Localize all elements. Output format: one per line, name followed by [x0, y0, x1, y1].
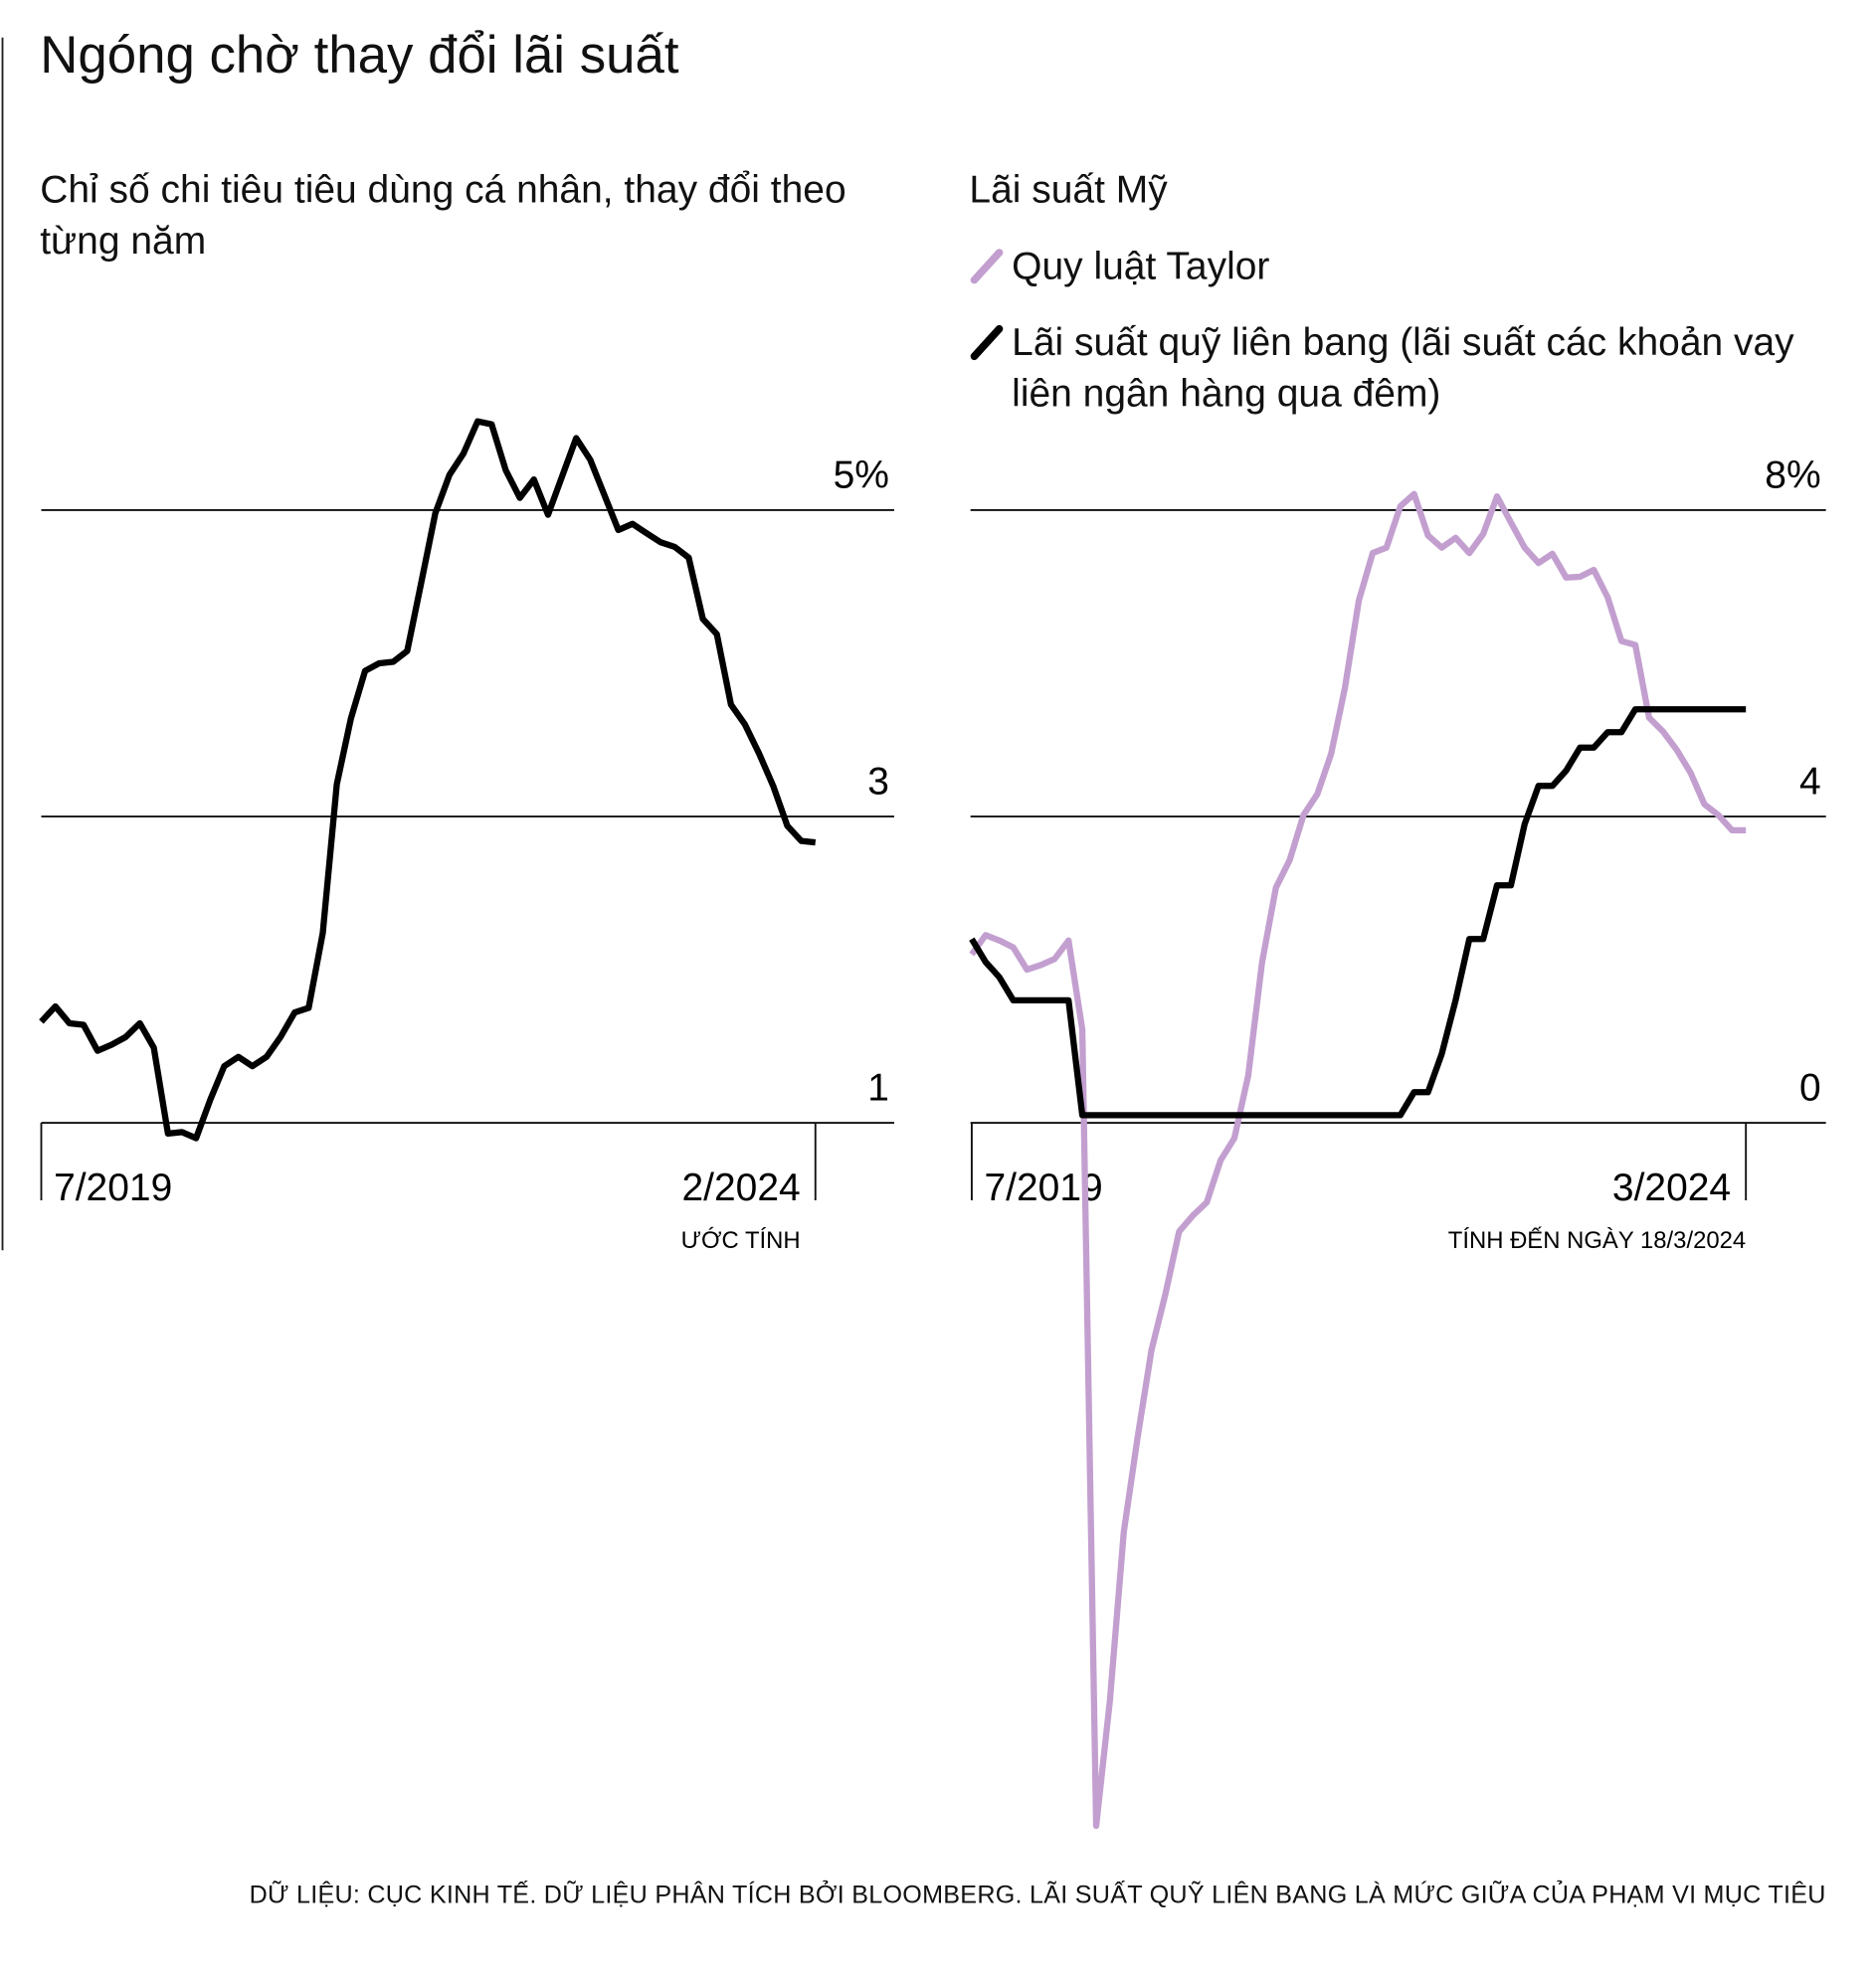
legend-label: Lãi suất quỹ liên bang (lãi suất các kho…	[1012, 319, 1794, 416]
y-tick-label: 8%	[1765, 453, 1820, 496]
title: Ngóng chờ thay đổi lãi suất	[40, 25, 679, 85]
y-tick-label: 3	[867, 760, 889, 803]
y-tick-label: 4	[1799, 760, 1821, 803]
legend-item: Lãi suất quỹ liên bang (lãi suất các kho…	[969, 316, 1832, 419]
y-tick-label: 1	[867, 1066, 889, 1109]
y-tick-label: 5%	[834, 453, 889, 496]
legend-swatch	[970, 324, 1004, 361]
legend: Quy luật Taylor Lãi suất quỹ liên bang (l…	[969, 240, 1832, 444]
series-line	[39, 418, 817, 1142]
source-note: DỮ LIỆU: CỤC KINH TẾ. DỮ LIỆU PHÂN TÍCH …	[249, 1882, 1826, 1909]
annotation: TÍNH ĐẾN NGÀY 18/3/2024	[1448, 1226, 1746, 1254]
subtitle: Lãi suất Mỹ	[969, 167, 1168, 212]
y-tick-label: 0	[1799, 1066, 1821, 1109]
series-line	[969, 490, 1747, 1830]
legend-line	[970, 249, 1004, 284]
legend-line	[970, 324, 1004, 361]
legend-swatch	[970, 249, 1004, 284]
x-tick-label: 3/2024	[1612, 1167, 1731, 1209]
series-line	[969, 706, 1747, 1119]
x-tick-label: 7/2019	[54, 1167, 172, 1209]
annotation: ƯỚC TÍNH	[681, 1227, 801, 1254]
legend-item: Quy luật Taylor	[969, 240, 1832, 291]
subtitle: Chỉ số chi tiêu tiêu dùng cá nhân, thay …	[40, 167, 846, 264]
x-tick-label: 2/2024	[681, 1167, 800, 1209]
legend-label: Quy luật Taylor	[1012, 244, 1270, 288]
